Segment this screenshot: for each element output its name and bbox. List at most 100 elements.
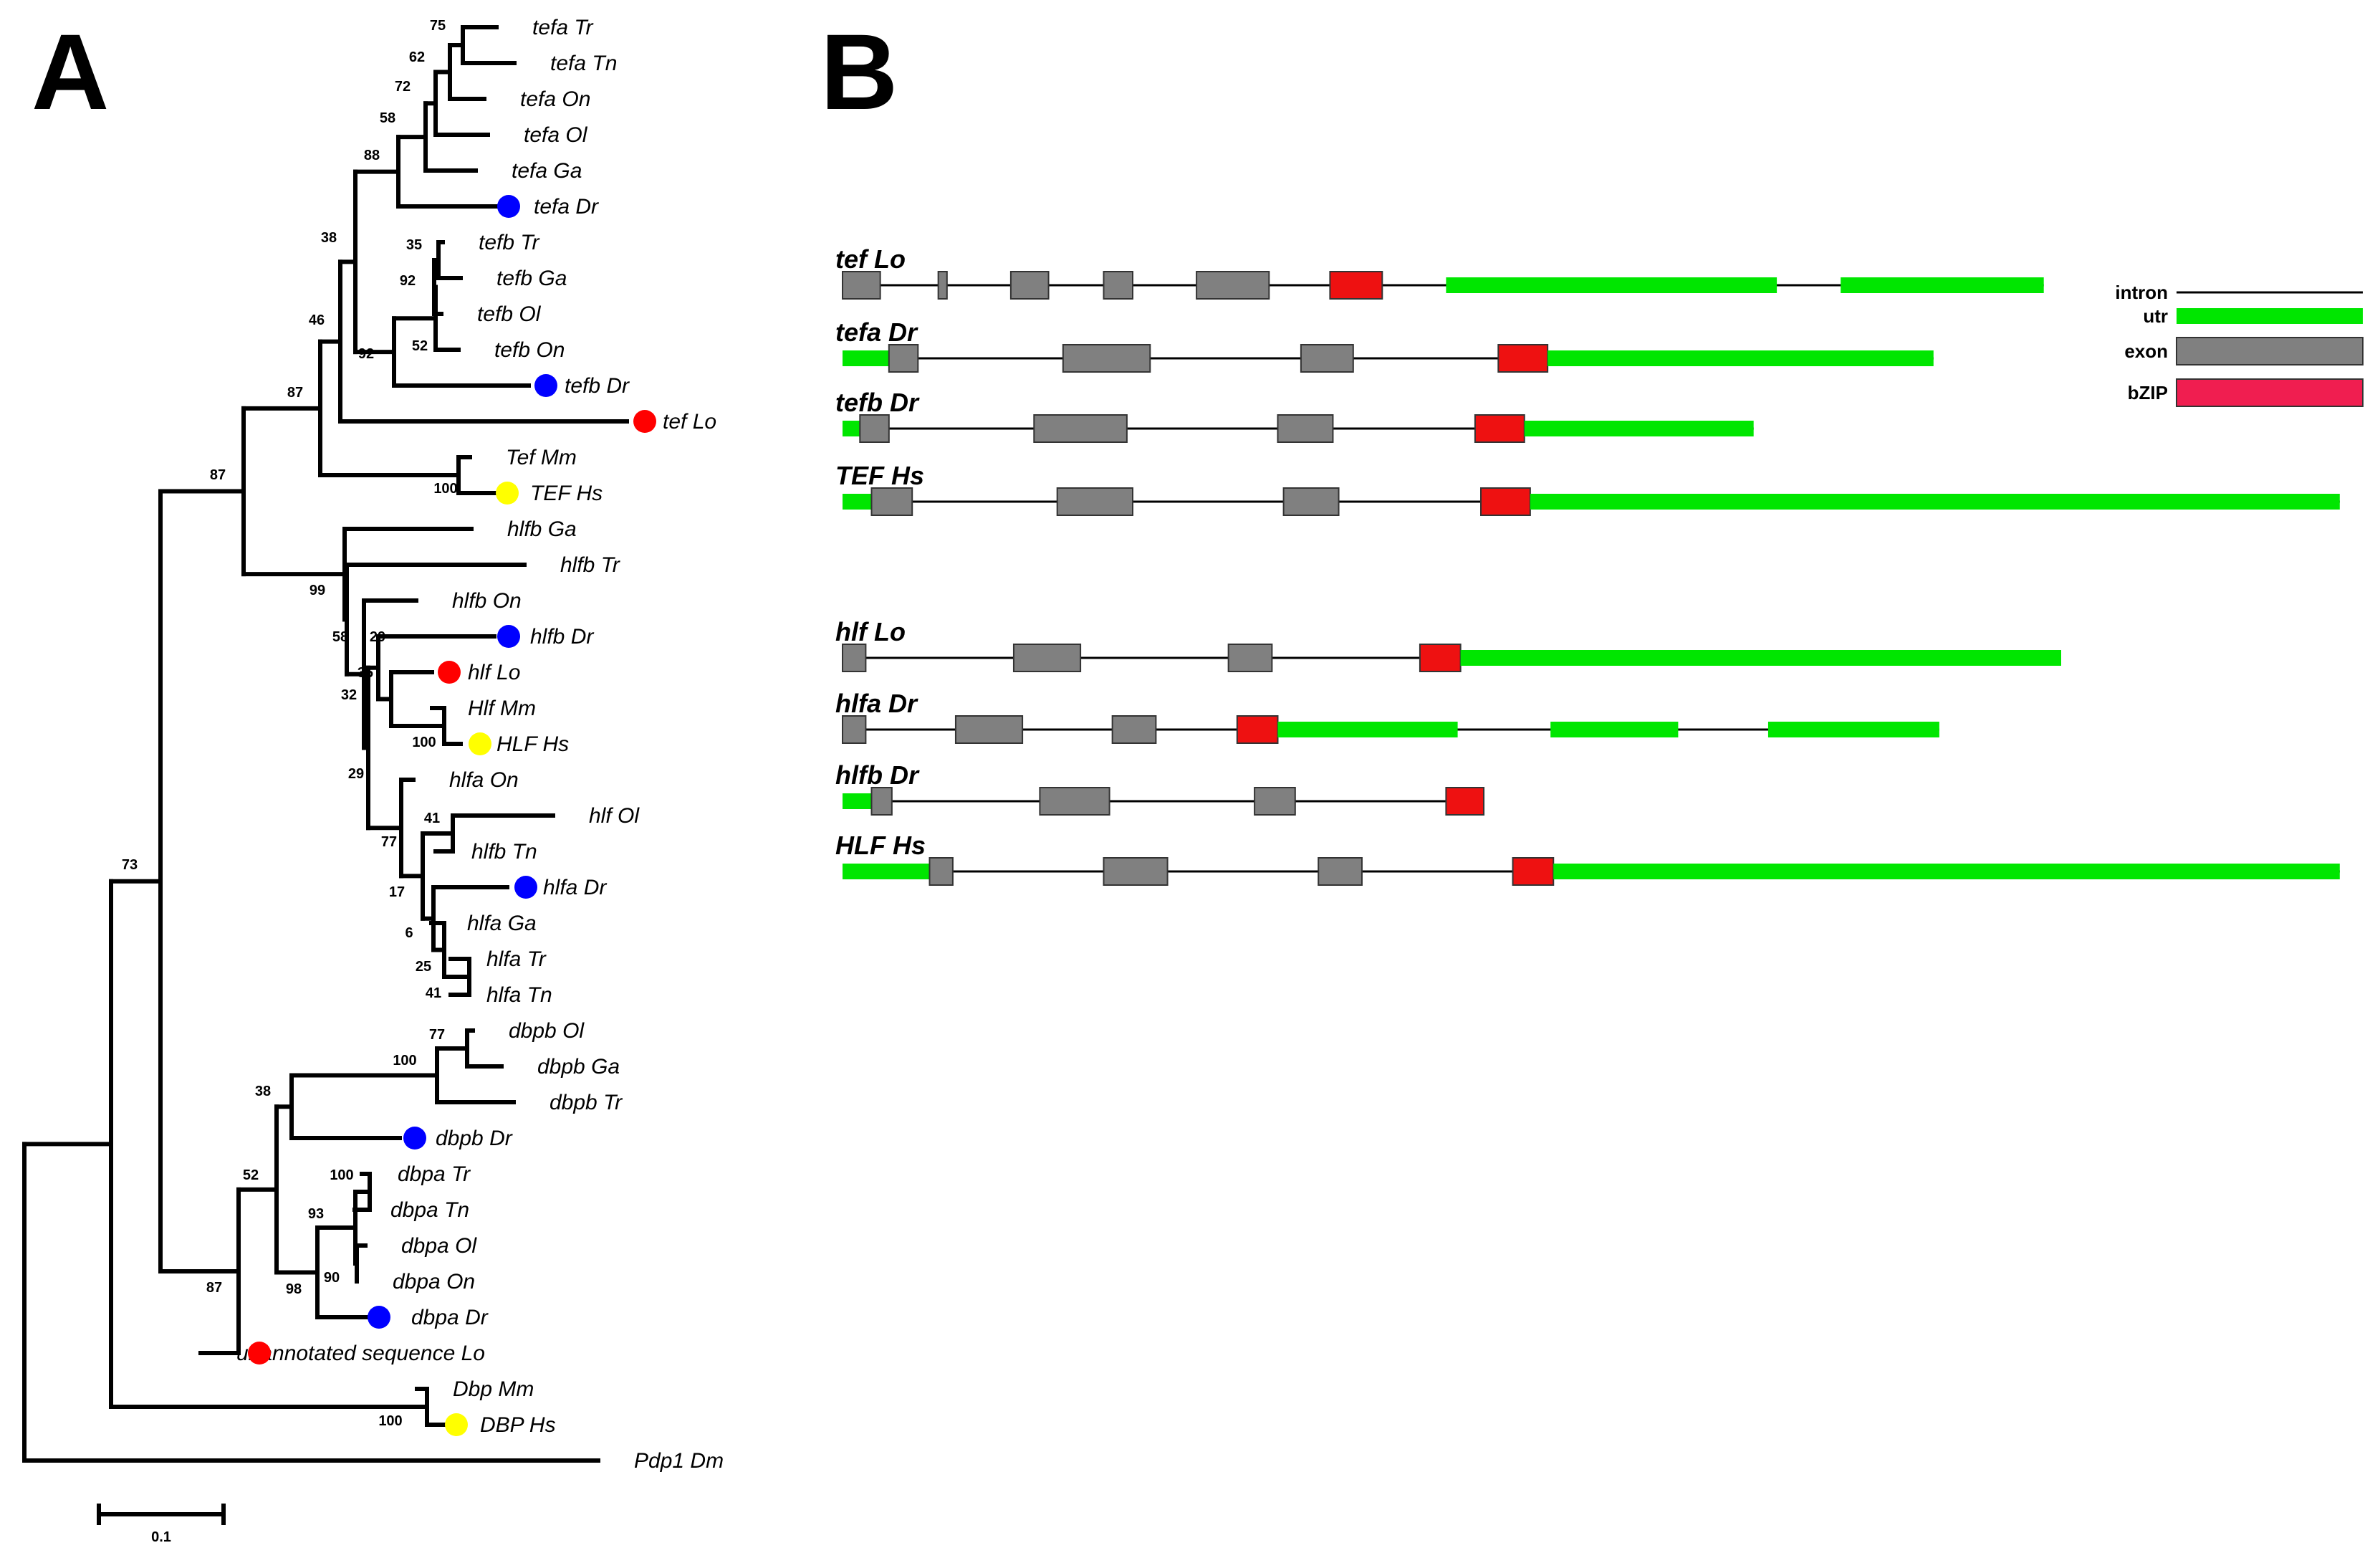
bootstrap-value: 35: [406, 237, 422, 253]
tree-tip-label: unannotated sequence Lo: [236, 1342, 485, 1365]
tree-tip-label: DBP Hs: [480, 1413, 556, 1437]
tree-tip-label: hlf Lo: [468, 661, 520, 684]
tree-tip-label: tefb Tr: [479, 231, 539, 254]
utr-segment: [1550, 722, 1679, 737]
tree-tip-label: hlfb Tr: [560, 553, 620, 577]
panel-b-label: B: [820, 11, 898, 132]
gene-name-label: tefa Dr: [835, 317, 918, 347]
utr-segment: [1548, 350, 1934, 366]
species-dot-dr: [514, 876, 537, 899]
exon-segment: [1033, 414, 1128, 443]
bootstrap-value: 32: [341, 687, 357, 703]
exon-segment: [1277, 414, 1334, 443]
tree-tip-label: hlfa On: [449, 768, 519, 792]
exon-segment: [1062, 344, 1151, 373]
bootstrap-value: 75: [430, 18, 446, 34]
tree-tip-label: hlf Ol: [589, 804, 640, 828]
utr-segment: [843, 793, 872, 809]
bootstrap-value: 6: [405, 925, 413, 941]
bootstrap-value: 77: [429, 1027, 445, 1043]
tree-tip-label: dbpa On: [393, 1270, 475, 1294]
exon-segment: [1254, 787, 1296, 816]
tree-tip-label: tefa Tr: [532, 16, 593, 39]
bootstrap-value: 41: [426, 985, 441, 1001]
exon-segment: [1300, 344, 1354, 373]
exon-segment: [870, 487, 913, 516]
bootstrap-value: 77: [381, 834, 397, 850]
bootstrap-value: 87: [210, 467, 226, 483]
gene-name-label: hlf Lo: [835, 617, 906, 646]
species-dot-dr: [534, 374, 557, 397]
tree-tip-label: tefa Ol: [524, 123, 588, 147]
tree-tip-label: tefb Ol: [477, 302, 542, 326]
tree-tip-label: dbpb Dr: [436, 1127, 513, 1150]
utr-segment: [843, 421, 860, 436]
bootstrap-value: 72: [395, 79, 411, 95]
exon-segment: [1012, 644, 1082, 672]
bzip-segment: [1512, 857, 1555, 886]
bootstrap-value: 100: [378, 1413, 402, 1429]
exon-segment: [1111, 715, 1157, 744]
species-dot-dr: [497, 195, 520, 218]
utr-segment: [1553, 864, 2340, 879]
bzip-segment: [1236, 715, 1279, 744]
bootstrap-value: 29: [348, 766, 364, 782]
tree-tip-label: Dbp Mm: [453, 1377, 534, 1401]
gene-name-label: hlfa Dr: [835, 689, 918, 718]
tree-tip-label: tefb On: [494, 338, 565, 362]
tree-tip-label: dbpa Tn: [390, 1198, 469, 1222]
bootstrap-value: 38: [321, 230, 337, 246]
gene-structure-diagram: tef Lo tefa Dr tefb Dr TEF Hs hlf Lo hlfa Dr h…: [835, 244, 2340, 886]
tree-tip-label: tefa Ga: [512, 159, 582, 183]
gene-model-row: hlfb Dr: [835, 760, 1485, 816]
tree-tip-label: dbpb Tr: [550, 1091, 623, 1114]
gene-model-row: tef Lo: [835, 244, 2044, 300]
phylogenetic-tree: tefa Tr tefa Tn tefa On tefa Ol tefa Ga tefa …: [22, 16, 724, 1473]
gene-model-row: HLF Hs: [835, 831, 2340, 886]
bzip-segment: [1474, 414, 1525, 443]
tree-tip-label: Tef Mm: [506, 446, 577, 469]
bootstrap-value: 46: [309, 312, 325, 328]
exon-segment: [842, 644, 867, 672]
bootstrap-value: 88: [364, 148, 380, 163]
exon-segment: [1009, 271, 1050, 300]
tree-tip-label: tefb Dr: [565, 374, 630, 398]
utr-segment: [1446, 277, 1777, 293]
bootstrap-value: 98: [286, 1281, 302, 1297]
species-dot-lo: [633, 410, 656, 433]
bootstrap-value: 36: [358, 665, 373, 681]
bzip-segment: [1419, 644, 1462, 672]
tree-tip-label: TEF Hs: [530, 482, 603, 505]
species-dot-dr: [497, 625, 520, 648]
utr-segment: [1460, 650, 2061, 666]
gene-name-label: tefb Dr: [835, 388, 920, 417]
bootstrap-value: 52: [412, 338, 428, 354]
bzip-segment: [1445, 787, 1485, 816]
bootstrap-value: 100: [433, 481, 457, 497]
utr-segment: [843, 494, 872, 510]
bzip-segment: [1497, 344, 1549, 373]
tree-tip-label: tefb Ga: [496, 267, 567, 290]
exon-segment: [842, 715, 867, 744]
exon-segment: [1227, 644, 1273, 672]
exon-segment: [1056, 487, 1133, 516]
utr-segment: [1767, 722, 1939, 737]
gene-name-label: HLF Hs: [835, 831, 926, 860]
legend-label-intron: intron: [2115, 282, 2168, 303]
gene-model-row: hlf Lo: [835, 617, 2061, 672]
tree-tip-label: hlfa Tn: [486, 983, 552, 1007]
tree-tip-label: Pdp1 Dm: [634, 1449, 724, 1473]
gene-name-label: hlfb Dr: [835, 760, 920, 790]
exon-segment: [1103, 857, 1169, 886]
bootstrap-value: 100: [330, 1167, 353, 1183]
species-dot-dr: [403, 1127, 426, 1150]
scale-bar: 0.1: [97, 1504, 226, 1545]
utr-segment: [1841, 277, 2044, 293]
bootstrap-value: 25: [416, 959, 431, 975]
legend-label-utr: utr: [2143, 305, 2168, 327]
tree-tip-label: HLF Hs: [496, 732, 569, 756]
tree-tip-label: hlfa Ga: [467, 912, 537, 935]
species-dot-lo: [438, 661, 461, 684]
